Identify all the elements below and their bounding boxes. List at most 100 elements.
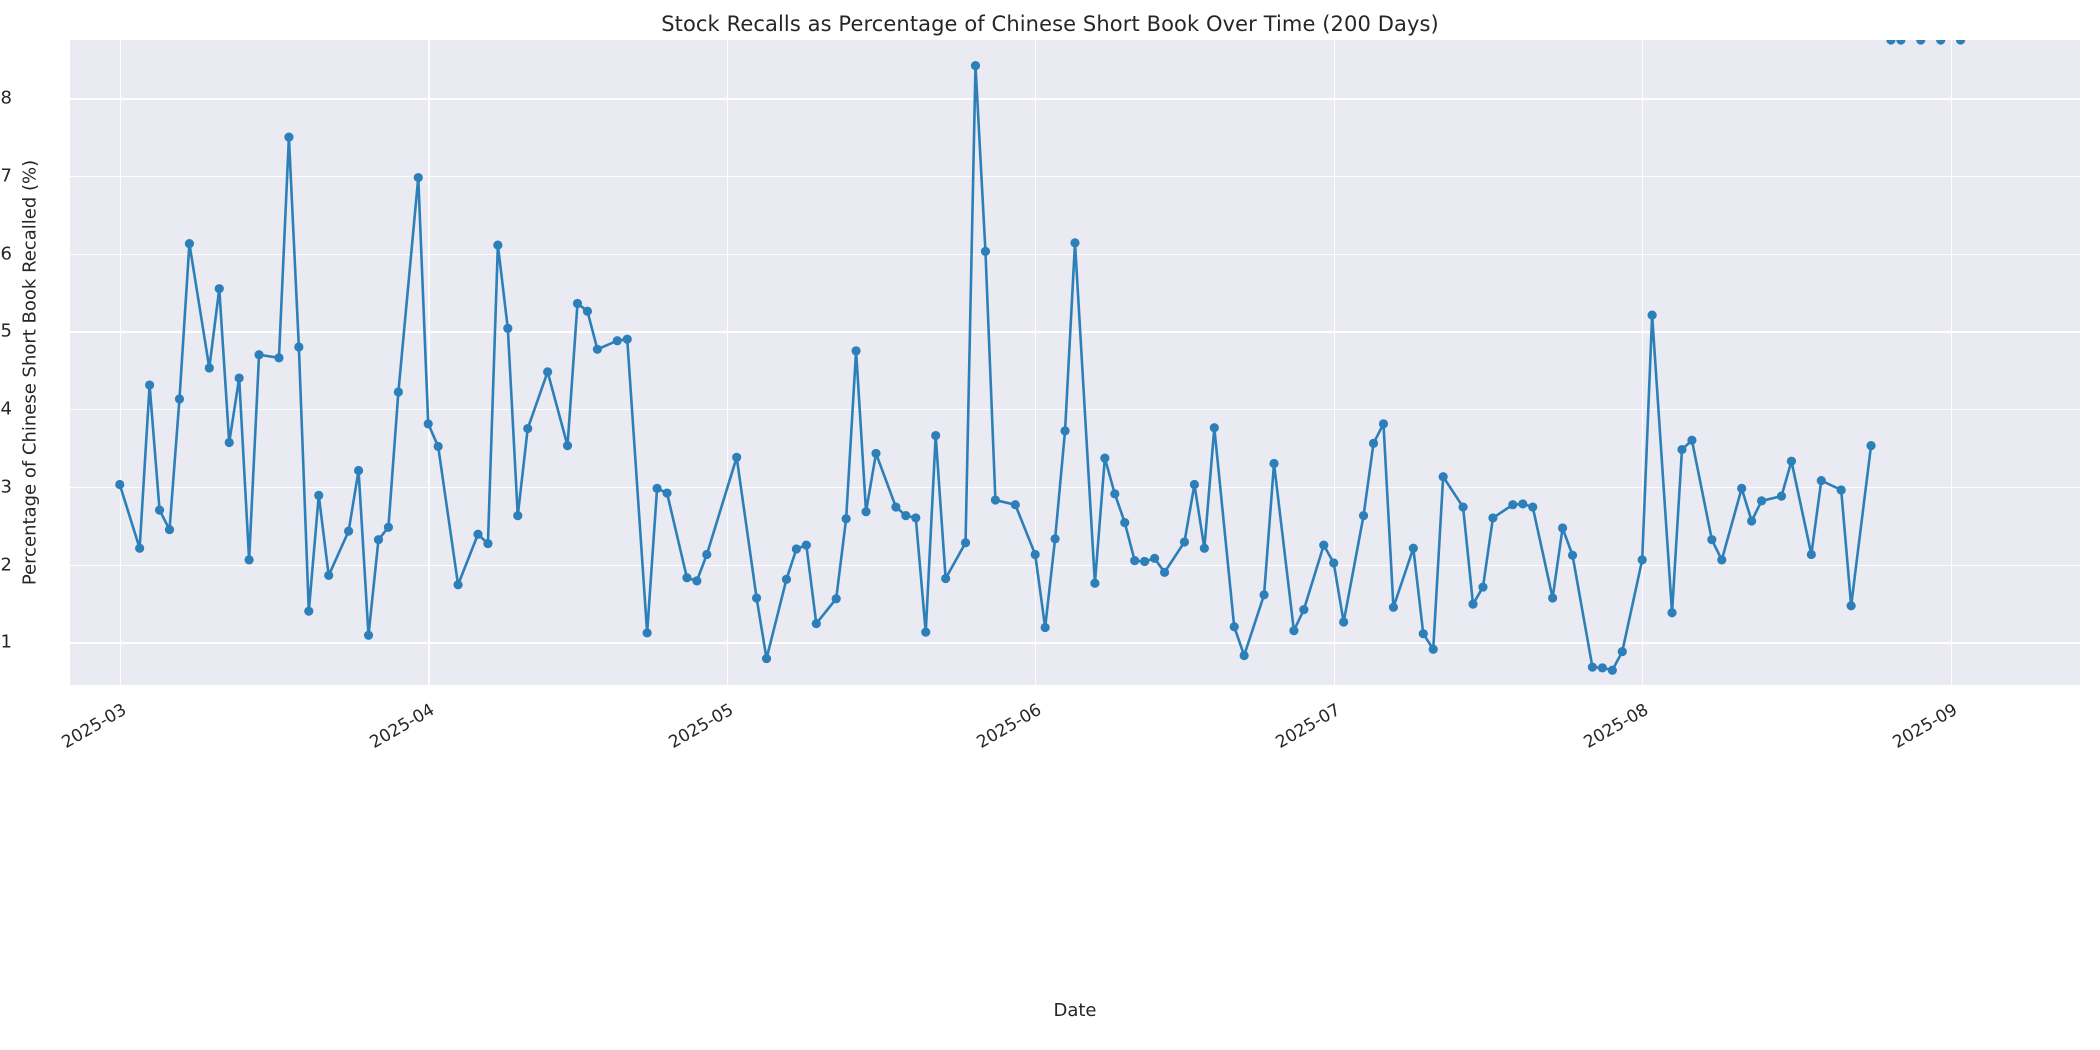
gridline-horizontal (70, 564, 2080, 566)
data-point-marker (1508, 500, 1518, 510)
data-point-marker (931, 430, 941, 441)
data-point-marker (1289, 626, 1299, 636)
data-point-marker (513, 510, 523, 521)
data-point-marker (1896, 40, 1906, 45)
data-point-marker (970, 61, 981, 71)
data-point-marker (1050, 534, 1060, 544)
data-point-marker (1637, 555, 1647, 565)
data-point-marker (1378, 419, 1389, 429)
y-tick-label: 2 (0, 554, 12, 576)
gridline-vertical (726, 40, 729, 685)
data-point-marker (493, 240, 503, 250)
data-point-marker (1358, 510, 1369, 521)
data-point-marker (204, 363, 214, 373)
gridline-vertical (119, 40, 122, 685)
data-point-marker (1955, 40, 1966, 45)
data-point-marker (344, 526, 354, 536)
series-line (118, 64, 1873, 672)
x-tick-label: 2025-04 (366, 700, 439, 753)
data-point-marker (1179, 537, 1190, 547)
data-point-marker (1299, 605, 1309, 615)
data-point-marker (1707, 535, 1717, 545)
data-point-marker (562, 441, 573, 451)
data-point-marker (1866, 441, 1876, 451)
data-point-marker (1717, 555, 1727, 565)
data-point-marker (990, 495, 1001, 505)
y-tick-label: 8 (0, 87, 12, 109)
data-point-marker (1438, 472, 1448, 482)
data-point-marker (1040, 622, 1050, 633)
data-point-marker (284, 132, 294, 142)
data-point-marker (1319, 540, 1329, 550)
data-point-marker (1388, 602, 1399, 612)
y-tick-label: 7 (0, 165, 12, 187)
data-point-marker (642, 628, 652, 638)
x-tick-label: 2025-05 (665, 700, 737, 753)
data-series (115, 40, 1966, 675)
data-point-marker (1597, 663, 1607, 673)
data-point-marker (592, 344, 602, 354)
data-point-marker (1030, 549, 1040, 560)
data-point-marker (1607, 665, 1617, 675)
data-point-marker (1329, 558, 1339, 568)
data-point-marker (1667, 608, 1677, 618)
data-point-marker (1428, 644, 1438, 654)
data-point-marker (1846, 601, 1856, 611)
data-point-marker (1647, 310, 1657, 320)
data-point-marker (1120, 517, 1130, 528)
data-point-marker (1408, 543, 1418, 553)
data-point-marker (115, 479, 125, 490)
data-point-marker (582, 306, 593, 316)
data-point-marker (1548, 593, 1558, 603)
x-tick-label: 2025-08 (1580, 700, 1653, 753)
data-point-marker (1747, 516, 1757, 526)
data-point-marker (433, 441, 443, 452)
data-point-marker (980, 246, 991, 256)
plot-area (70, 40, 2080, 685)
data-point-marker (831, 594, 841, 604)
y-tick-label: 3 (0, 476, 12, 498)
data-point-marker (145, 380, 155, 390)
data-point-marker (682, 573, 692, 583)
data-point-marker (851, 346, 861, 356)
data-point-marker (891, 502, 901, 512)
gridline-vertical (428, 40, 430, 685)
data-point-marker (1060, 426, 1070, 436)
data-point-marker (363, 630, 374, 640)
data-point-marker (483, 538, 493, 549)
data-point-marker (294, 342, 304, 352)
data-point-marker (473, 529, 483, 539)
data-point-marker (1418, 629, 1428, 639)
data-point-marker (154, 505, 165, 515)
data-point-marker (921, 627, 931, 637)
data-point-marker (413, 172, 423, 183)
data-point-marker (662, 488, 672, 498)
data-point-marker (1478, 582, 1488, 592)
data-point-marker (174, 394, 185, 404)
data-point-marker (254, 350, 264, 360)
data-point-marker (911, 513, 921, 523)
data-point-marker (1110, 489, 1120, 499)
data-point-marker (314, 490, 324, 500)
data-point-marker (353, 465, 364, 476)
data-point-marker (751, 593, 762, 603)
data-point-marker (1587, 662, 1598, 672)
gridline-horizontal (70, 642, 2080, 644)
data-point-marker (1468, 599, 1478, 609)
data-point-marker (732, 452, 742, 462)
gridline-horizontal (70, 175, 2080, 178)
data-point-marker (692, 576, 702, 586)
data-point-marker (1806, 549, 1816, 560)
data-point-marker (572, 298, 583, 309)
data-point-marker (543, 367, 553, 377)
data-point-marker (393, 387, 403, 397)
data-point-marker (652, 483, 662, 493)
data-point-marker (383, 522, 394, 532)
data-point-marker (135, 543, 145, 553)
x-tick-label: 2025-03 (58, 700, 130, 753)
gridline-vertical (1642, 40, 1644, 685)
data-point-marker (1159, 567, 1170, 577)
data-point-marker (244, 555, 254, 565)
gridline-horizontal (70, 331, 2080, 333)
